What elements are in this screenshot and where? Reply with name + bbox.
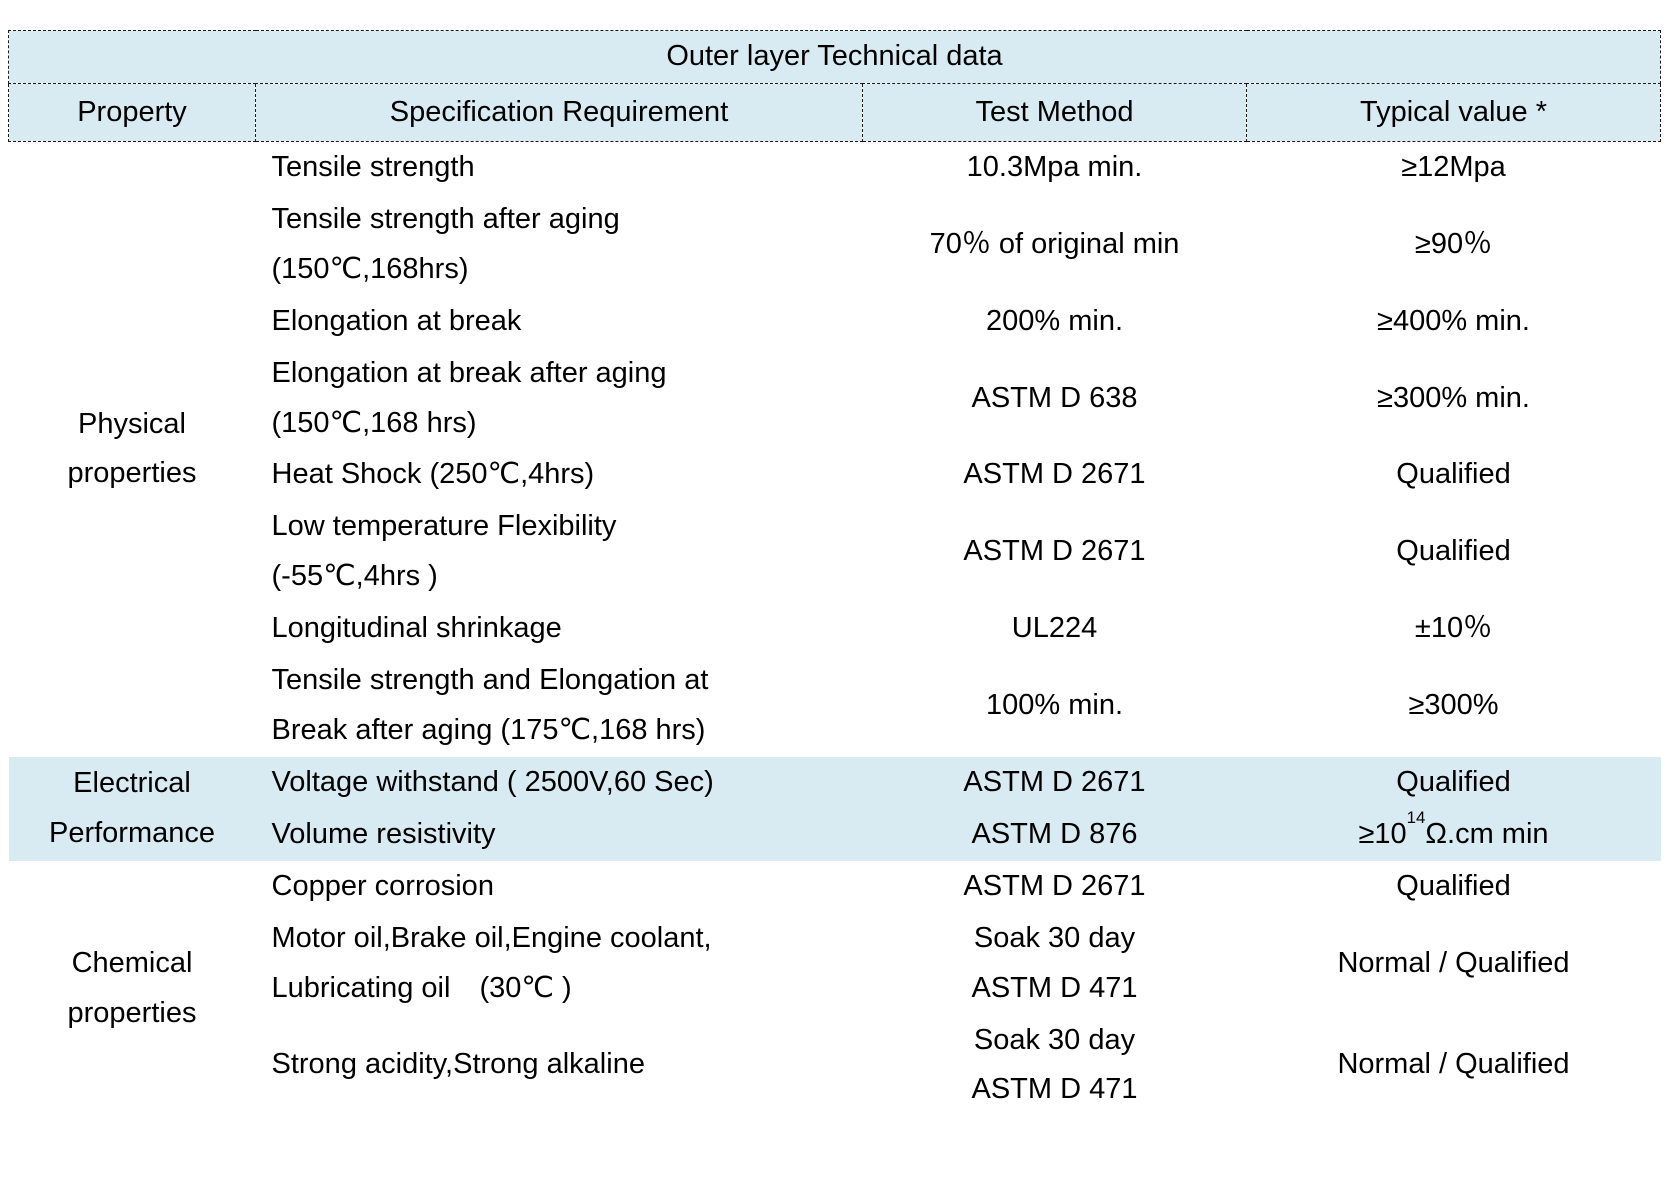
spec-cell: Tensile strength after aging (150℃,168hr… xyxy=(271,202,620,285)
spec-cell: Longitudinal shrinkage xyxy=(271,612,562,645)
typical-value-cell: ≥300% min. xyxy=(1377,381,1530,414)
table-row: Physical properties Tensile strength 10.… xyxy=(9,142,1661,489)
property-group-electrical: Electrical Performance xyxy=(8,756,256,861)
table-row: Volume resistivity ASTM D 876 ≥1014Ω.cm … xyxy=(9,808,1661,861)
typical-value-suffix: Ω.cm min xyxy=(1425,817,1549,850)
typical-value-cell: Normal / Qualified xyxy=(1337,946,1570,979)
test-method-cell: 100% min. xyxy=(985,689,1123,722)
column-header-property: Property xyxy=(8,83,256,142)
column-header-typical-value: Typical value * xyxy=(1246,83,1661,142)
typical-value-cell: Qualified xyxy=(1396,869,1511,902)
typical-value-cell: ≥400% min. xyxy=(1377,304,1530,337)
table-row: Strong acidity,Strong alkaline Soak 30 d… xyxy=(9,1015,1661,1117)
property-group-chemical: Chemical properties xyxy=(67,946,197,1029)
table-title-row: Outer layer Technical data xyxy=(8,30,1661,84)
table-row: Tensile strength and Elongation at Break… xyxy=(9,655,1661,757)
typical-value-cell: ≥300% xyxy=(1408,689,1499,722)
spec-cell: Elongation at break after aging (150℃,16… xyxy=(271,356,667,439)
test-method-cell: 70％ of original min xyxy=(929,227,1180,260)
typical-value-cell: Qualified xyxy=(1396,458,1511,491)
test-method-cell: ASTM D 876 xyxy=(862,808,1247,861)
typical-value-cell: Qualified xyxy=(1396,535,1511,568)
table-row: Tensile strength after aging (150℃,168hr… xyxy=(9,194,1661,296)
column-header-specification: Specification Requirement xyxy=(255,83,863,142)
typical-value-cell: ≥90％ xyxy=(1414,227,1493,260)
test-method-cell: 200% min. xyxy=(985,304,1123,337)
spec-cell: Low temperature Flexibility (-55℃,4hrs ) xyxy=(271,510,617,593)
test-method-cell: ASTM D 2671 xyxy=(862,756,1247,809)
test-method-cell: ASTM D 2671 xyxy=(963,458,1146,491)
spec-cell: Elongation at break xyxy=(271,304,522,337)
spec-cell: Voltage withstand ( 2500V,60 Sec) xyxy=(255,756,863,809)
superscript-exponent: 14 xyxy=(1406,808,1426,827)
table-row: Chemical properties Copper corrosion AST… xyxy=(9,861,1661,1029)
test-method-cell: 10.3Mpa min. xyxy=(966,151,1143,183)
spec-cell: Copper corrosion xyxy=(271,869,494,902)
spec-cell: Strong acidity,Strong alkaline xyxy=(271,1048,645,1081)
test-method-cell: Soak 30 day ASTM D 471 xyxy=(971,1023,1138,1106)
spec-cell: Tensile strength and Elongation at Break… xyxy=(271,664,709,746)
table-row: Elongation at break 200% min. ≥400% min. xyxy=(9,296,1661,348)
spec-cell: Heat Shock (250℃,4hrs) xyxy=(271,458,595,491)
test-method-cell: Soak 30 day ASTM D 471 xyxy=(971,921,1138,1004)
typical-value-cell: ≥12Mpa xyxy=(1401,151,1506,183)
typical-value-cell: Normal / Qualified xyxy=(1337,1048,1570,1081)
table-header-row: Property Specification Requirement Test … xyxy=(8,83,1661,142)
property-group-physical: Physical properties xyxy=(67,407,197,490)
table-row: Heat Shock (250℃,4hrs) ASTM D 2671 Quali… xyxy=(9,449,1661,501)
test-method-cell: ASTM D 638 xyxy=(971,381,1138,414)
table-row: Low temperature Flexibility (-55℃,4hrs )… xyxy=(9,501,1661,603)
technical-data-table: Outer layer Technical data Property Spec… xyxy=(8,30,1661,1116)
typical-value-cell: ±10％ xyxy=(1414,612,1493,645)
spec-cell: Motor oil,Brake oil,Engine coolant, Lubr… xyxy=(271,921,712,1004)
table-row: Longitudinal shrinkage UL224 ±10％ xyxy=(9,603,1661,655)
typical-value-cell: Qualified xyxy=(1246,756,1661,809)
table-row: Electrical Performance Voltage withstand… xyxy=(8,756,1661,861)
typical-value-prefix: ≥10 xyxy=(1358,817,1407,850)
spec-cell: Volume resistivity xyxy=(255,808,863,861)
typical-value-cell: ≥1014Ω.cm min xyxy=(1246,808,1661,861)
test-method-cell: ASTM D 2671 xyxy=(963,869,1146,902)
column-header-test-method: Test Method xyxy=(862,83,1247,142)
table-row: Motor oil,Brake oil,Engine coolant, Lubr… xyxy=(9,913,1661,1015)
table-title: Outer layer Technical data xyxy=(8,30,1661,84)
table-row: Elongation at break after aging (150℃,16… xyxy=(9,348,1661,450)
spec-cell: Tensile strength xyxy=(271,151,475,183)
test-method-cell: ASTM D 2671 xyxy=(963,535,1146,568)
test-method-cell: UL224 xyxy=(1011,612,1098,645)
